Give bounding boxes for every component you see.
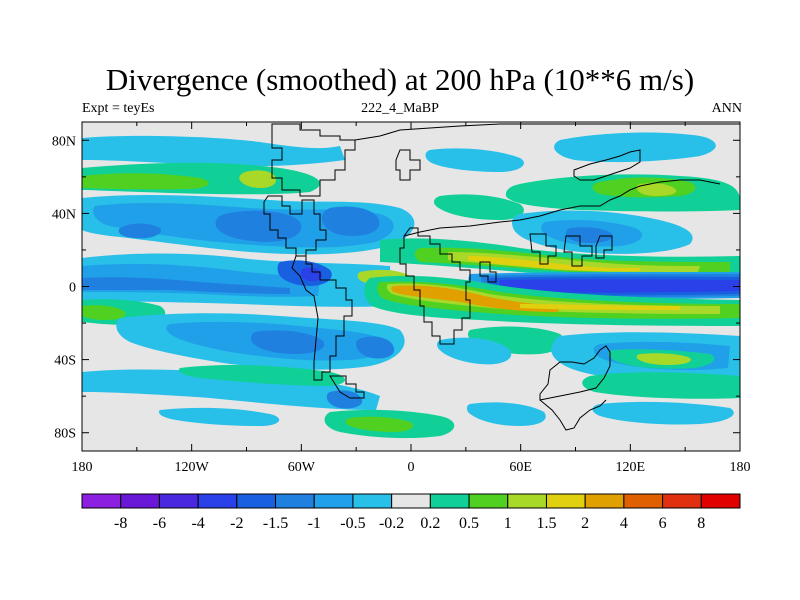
field-region bbox=[239, 170, 276, 188]
colorbar-swatch bbox=[662, 493, 702, 509]
field-region bbox=[436, 337, 512, 365]
colorbar-swatch bbox=[158, 493, 199, 509]
field-region bbox=[425, 148, 524, 172]
colorbar-swatch bbox=[429, 493, 470, 509]
field-region bbox=[554, 132, 716, 163]
colorbar-label: -0.5 bbox=[340, 515, 365, 532]
colorbar-swatch bbox=[545, 493, 586, 509]
map-title: Divergence (smoothed) at 200 hPa (10**6 … bbox=[105, 62, 695, 97]
colorbar-label: -2 bbox=[230, 515, 243, 532]
colorbar-label: -1 bbox=[308, 515, 321, 532]
colorbar-swatch bbox=[391, 493, 431, 509]
field-region bbox=[321, 206, 380, 236]
colorbar-label: 1 bbox=[504, 515, 512, 532]
colorbar bbox=[81, 493, 741, 509]
colorbar-swatch bbox=[275, 493, 315, 509]
colorbar-swatch bbox=[313, 493, 354, 509]
colorbar-swatch bbox=[507, 493, 547, 509]
field-region bbox=[82, 173, 209, 190]
colorbar-label: 6 bbox=[659, 515, 667, 532]
colorbar-label: 0.2 bbox=[420, 515, 440, 532]
field-region bbox=[636, 353, 691, 365]
season-label: ANN bbox=[711, 101, 742, 116]
field-region bbox=[466, 402, 546, 426]
colorbar-label: 2 bbox=[581, 515, 589, 532]
colorbar-swatch bbox=[81, 493, 122, 509]
field-region bbox=[565, 227, 613, 243]
lon-tick-label: 60W bbox=[288, 460, 316, 475]
colorbar-label: -1.5 bbox=[263, 515, 288, 532]
field-region bbox=[391, 285, 560, 312]
field-region bbox=[520, 304, 680, 310]
colorbar-swatch bbox=[700, 493, 741, 509]
colorbar-label: 8 bbox=[697, 515, 705, 532]
colorbar-label: 0.5 bbox=[459, 515, 479, 532]
field-region bbox=[178, 365, 345, 386]
field-region bbox=[636, 183, 677, 196]
colorbar-label: -4 bbox=[191, 515, 204, 532]
lon-tick-label: 60E bbox=[509, 460, 532, 475]
case-label: 222_4_MaBP bbox=[361, 101, 439, 116]
colorbar-label: 4 bbox=[620, 515, 628, 532]
colorbar-label: -0.2 bbox=[379, 515, 404, 532]
colorbar-swatch bbox=[120, 493, 160, 509]
colorbar-swatch bbox=[352, 493, 393, 509]
field-region bbox=[345, 416, 414, 432]
field-region bbox=[82, 135, 345, 167]
lat-tick-label: 80N bbox=[52, 134, 76, 149]
colorbar-label: 1.5 bbox=[536, 515, 556, 532]
field-region bbox=[326, 390, 363, 409]
lat-tick-label: 40S bbox=[54, 354, 76, 369]
lat-tick-label: 0 bbox=[69, 281, 76, 296]
field-region bbox=[433, 194, 524, 220]
field-region bbox=[82, 369, 380, 410]
field-region bbox=[215, 210, 302, 242]
lon-tick-label: 0 bbox=[408, 460, 415, 475]
lon-tick-label: 180 bbox=[730, 460, 751, 475]
field-region bbox=[356, 336, 395, 359]
field-region bbox=[82, 305, 126, 320]
colorbar-swatch bbox=[236, 493, 277, 509]
field-region bbox=[158, 407, 280, 426]
colorbar-swatch bbox=[468, 493, 509, 509]
lon-tick-label: 120E bbox=[616, 460, 646, 475]
experiment-label: Expt = teyEs bbox=[82, 101, 155, 116]
colorbar-swatch bbox=[584, 493, 625, 509]
lon-tick-label: 180 bbox=[72, 460, 93, 475]
axis-ticks bbox=[81, 122, 741, 451]
colorbar-label: -6 bbox=[153, 515, 166, 532]
field-region bbox=[448, 252, 700, 273]
field-region bbox=[468, 256, 640, 272]
field-region bbox=[251, 330, 325, 354]
colorbar-swatch bbox=[197, 493, 238, 509]
field-region bbox=[300, 267, 323, 282]
colorbar-swatch bbox=[623, 493, 664, 509]
field-region bbox=[582, 372, 740, 399]
field-region bbox=[82, 277, 290, 294]
lon-tick-label: 120W bbox=[175, 460, 210, 475]
field-region bbox=[499, 279, 740, 293]
field-region bbox=[118, 223, 161, 239]
lat-tick-label: 40N bbox=[52, 207, 76, 222]
colorbar-label: -8 bbox=[114, 515, 127, 532]
lat-tick-label: 80S bbox=[54, 427, 76, 442]
coastlines bbox=[263, 123, 740, 431]
field-region bbox=[592, 401, 734, 425]
